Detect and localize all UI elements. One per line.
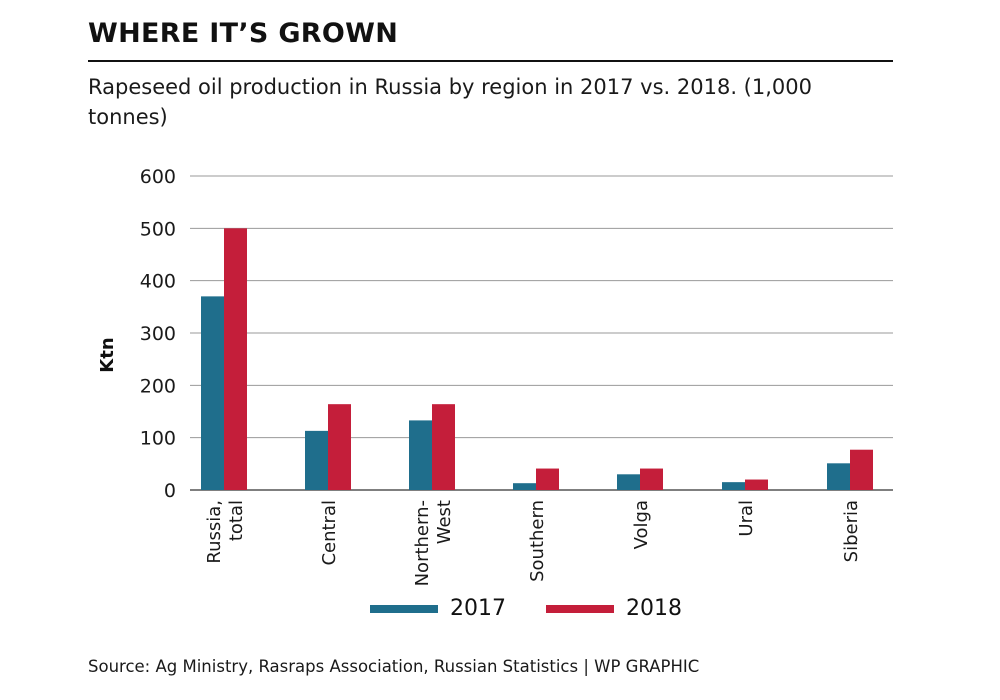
bar-2018-southern [536, 468, 559, 490]
bar-2017-central [305, 430, 328, 490]
bar-2018-volga [640, 468, 663, 490]
x-tick-label: Volga [631, 500, 652, 549]
legend-swatch-2018 [546, 604, 614, 613]
bar-2017-southern [513, 483, 536, 490]
y-tick-label: 0 [164, 480, 176, 502]
x-tick-label: Central [319, 500, 340, 566]
chart-subtitle: Rapeseed oil production in Russia by reg… [88, 75, 812, 129]
bar-2017-volga [617, 474, 640, 490]
source-note: Source: Ag Ministry, Rasraps Association… [88, 657, 700, 676]
bar-2017-russia-total [201, 296, 224, 490]
bar-2018-russia-total [224, 228, 247, 491]
x-tick-label: Siberia [841, 500, 862, 562]
legend-swatch-2017 [370, 604, 438, 613]
bar-2017-northern-west [409, 420, 432, 490]
x-tick-labels: Russia, total Central Northern- West Southern… [204, 500, 862, 586]
x-tick-label: total [226, 500, 247, 541]
y-tick-label: 600 [140, 166, 176, 188]
x-tick-label: Russia, [204, 500, 225, 564]
y-tick-labels: 0 100 200 300 400 500 600 [140, 166, 176, 502]
chart-headline: WHERE IT’S GROWN [88, 18, 399, 49]
x-tick-label: Northern- [412, 500, 433, 586]
chart-legend: 2017 2018 [370, 596, 722, 621]
bars [201, 228, 873, 491]
bar-2018-central [328, 404, 351, 490]
x-tick-label: Southern [527, 500, 548, 582]
legend-label-2017: 2017 [450, 596, 506, 621]
headline-rule [88, 60, 893, 62]
legend-item-2018: 2018 [546, 596, 682, 621]
gridlines [190, 175, 893, 491]
legend-label-2018: 2018 [626, 596, 682, 621]
bar-2018-siberia [850, 449, 873, 490]
y-tick-label: 100 [140, 428, 176, 450]
x-tick-label: Ural [736, 500, 757, 537]
y-tick-label: 300 [140, 323, 176, 345]
legend-item-2017: 2017 [370, 596, 506, 621]
y-tick-label: 400 [140, 271, 176, 293]
x-tick-label: West [434, 500, 455, 544]
bar-2018-ural [745, 479, 768, 490]
bar-2017-siberia [827, 463, 850, 490]
bar-2018-northern-west [432, 404, 455, 490]
bar-2017-ural [722, 482, 745, 490]
y-axis-label: Ktn [97, 337, 118, 372]
y-tick-label: 200 [140, 375, 176, 397]
y-tick-label: 500 [140, 218, 176, 240]
